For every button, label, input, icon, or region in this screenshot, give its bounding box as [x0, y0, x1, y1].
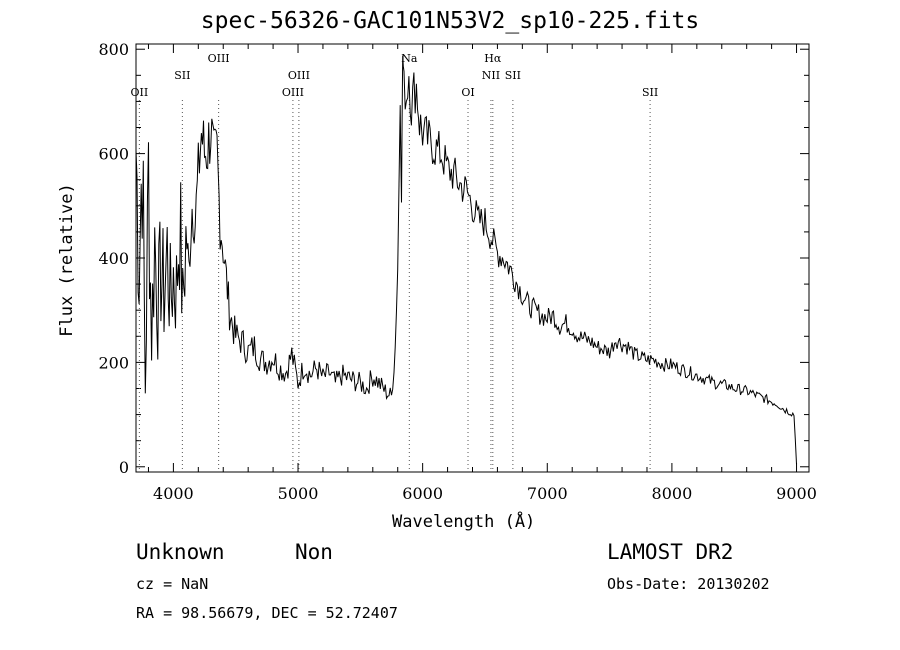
- emission-line-label: OIII: [282, 86, 304, 99]
- plot-frame: [135, 43, 810, 473]
- x-axis-label: Wavelength (Å): [392, 512, 536, 532]
- obs-date-label: Obs-Date: 20130202: [607, 575, 770, 593]
- x-tick-label: 9000: [776, 484, 817, 503]
- survey-label: LAMOST DR2: [607, 540, 734, 564]
- y-tick-label: 0: [119, 458, 129, 477]
- emission-line-label: SII: [174, 69, 190, 82]
- emission-line-label: Hα: [484, 52, 502, 65]
- chart-title: spec-56326-GAC101N53V2_sp10-225.fits: [200, 8, 700, 34]
- x-tick-label: 8000: [652, 484, 693, 503]
- emission-line-label: OI: [461, 86, 474, 99]
- emission-line-label: SII: [505, 69, 521, 82]
- y-tick-label: 200: [98, 353, 129, 372]
- emission-line-label: NII: [482, 69, 500, 82]
- emission-line-label: SII: [642, 86, 658, 99]
- classification-label: Unknown: [136, 540, 225, 564]
- y-tick-label: 400: [98, 249, 129, 268]
- x-tick-label: 5000: [278, 484, 319, 503]
- y-tick-label: 600: [98, 145, 129, 164]
- emission-line-label: OIII: [288, 69, 310, 82]
- spectrum-line: [136, 55, 797, 465]
- y-axis-label: Flux (relative): [57, 183, 77, 337]
- redshift-label: cz = NaN: [136, 575, 209, 593]
- x-tick-label: 7000: [527, 484, 568, 503]
- emission-line-label: OIII: [208, 52, 230, 65]
- emission-line-label: OII: [131, 86, 149, 99]
- y-tick-label: 800: [98, 40, 129, 59]
- emission-line-label: Na: [401, 52, 418, 65]
- subclass-label: Non: [295, 540, 333, 564]
- x-tick-label: 6000: [402, 484, 443, 503]
- x-tick-label: 4000: [153, 484, 194, 503]
- coordinates-label: RA = 98.56679, DEC = 52.72407: [136, 604, 398, 622]
